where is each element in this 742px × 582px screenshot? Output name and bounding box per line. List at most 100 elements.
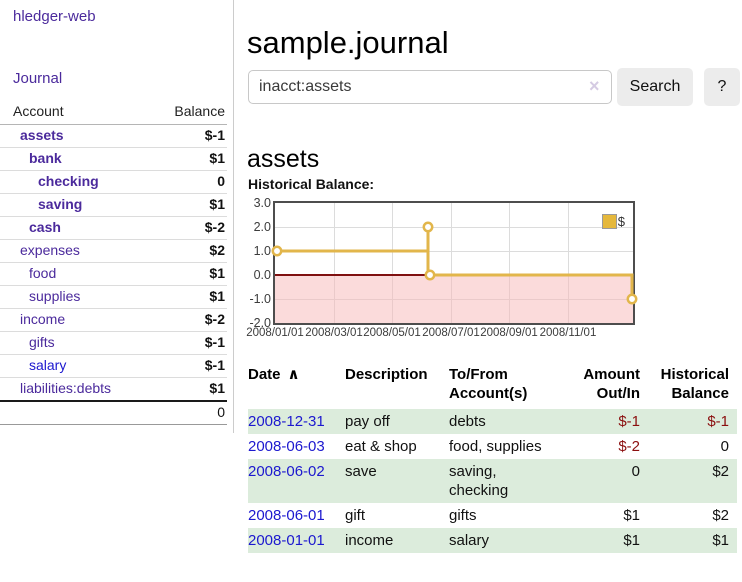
column-header-date[interactable]: Date ∧ [248,366,300,383]
account-balance: $-1 [113,331,227,355]
transaction-description: save [345,463,377,480]
gridline [334,203,335,323]
account-balance: $1 [113,262,227,286]
legend-swatch-icon [601,214,617,230]
data-point-marker [626,293,638,305]
register-row: 2008-06-01 gift gifts $1 $2 [248,503,737,528]
transaction-amount: $1 [623,532,640,549]
transaction-accounts: gifts [449,507,477,524]
legend-label: $ [617,214,625,230]
account-link-supplies[interactable]: supplies [29,288,81,304]
transaction-accounts: saving, checking [449,463,509,499]
account-link-bank[interactable]: bank [29,150,62,166]
negative-region-shading [275,275,633,323]
transaction-description: eat & shop [345,438,417,455]
account-row-assets: assets $-1 [0,124,227,148]
data-point-marker [424,269,436,281]
account-row-checking: checking 0 [0,170,227,194]
app-title-link[interactable]: hledger-web [13,8,96,25]
account-link-liabilities-debts[interactable]: liabilities:debts [20,380,112,396]
gridline [275,251,633,252]
help-button[interactable]: ? [704,68,740,106]
account-balance: $1 [113,193,227,217]
column-header-amount: Amount Out/In [583,366,640,402]
register-row: 2008-06-03 eat & shop food, supplies $-2… [248,434,737,459]
accounts-total-value: 0 [113,401,227,425]
account-balance: $-1 [113,124,227,148]
transaction-date-link[interactable]: 2008-06-03 [248,438,325,455]
account-link-checking[interactable]: checking [38,173,99,189]
account-balance: $-2 [113,308,227,332]
register-header-row: Date ∧ Description To/From Account(s) Amo… [248,361,737,409]
transaction-date-link[interactable]: 2008-12-31 [248,413,325,430]
account-link-cash[interactable]: cash [29,219,61,235]
transaction-amount: $-1 [618,413,640,430]
account-balance: $1 [113,147,227,171]
page-title: sample.journal [247,24,449,60]
y-tick-label: 1.0 [253,244,271,258]
y-tick-label: 2.0 [253,220,271,234]
account-row-expenses: expenses $2 [0,239,227,263]
x-tick-label: 2008/07/01 [422,327,480,339]
column-header-description: Description [345,366,428,383]
accounts-column-header: Account [0,100,114,125]
account-balance: $-1 [113,354,227,378]
transaction-date-link[interactable]: 2008-01-01 [248,532,325,549]
x-tick-label: 2008/11/01 [539,327,597,339]
account-heading: assets [247,144,320,173]
x-tick-label: 2008/03/01 [305,327,363,339]
y-tick-label: -2.0 [249,316,271,330]
transaction-description: pay off [345,413,390,430]
account-row-food: food $1 [0,262,227,286]
x-tick-label: 2008/05/01 [363,327,421,339]
account-link-gifts[interactable]: gifts [29,334,55,350]
accounts-table: Account Balance assets $-1 bank $1 check… [0,100,227,425]
transaction-amount: $-2 [618,438,640,455]
balance-step-line [271,221,638,305]
account-balance: $-2 [113,216,227,240]
transaction-balance: $2 [712,463,729,480]
transaction-date-link[interactable]: 2008-06-01 [248,507,325,524]
account-row-cash: cash $-2 [0,216,227,240]
column-header-balance: Historical Balance [660,366,729,402]
transaction-accounts: salary [449,532,490,549]
account-row-liabilities-debts: liabilities:debts $1 [0,377,227,402]
chart-title: Historical Balance: [248,176,375,192]
account-balance: $2 [113,239,227,263]
search-button[interactable]: Search [617,68,693,106]
account-balance: $1 [113,377,227,402]
account-row-salary: salary $-1 [0,354,227,378]
clear-search-icon[interactable]: × [589,76,600,96]
register-row: 2008-06-02 save saving, checking 0 $2 [248,459,737,503]
register-row: 2008-01-01 income salary $1 $1 [248,528,737,553]
transaction-accounts: food, supplies [449,438,542,455]
account-link-expenses[interactable]: expenses [20,242,80,258]
gridline [392,203,393,323]
account-link-saving[interactable]: saving [38,196,83,212]
y-tick-label: -1.0 [249,292,271,306]
account-balance: $1 [113,285,227,309]
x-tick-label: 2008/09/01 [480,327,538,339]
account-row-supplies: supplies $1 [0,285,227,309]
balance-column-header: Balance [113,100,227,125]
transaction-date-link[interactable]: 2008-06-02 [248,463,325,480]
sidebar-item-journal[interactable]: Journal [13,70,63,87]
transaction-balance: 0 [720,438,729,455]
transaction-amount: 0 [631,463,640,480]
x-tick-label: 2008/01/01 [246,327,304,339]
y-tick-label: 0.0 [253,268,271,282]
search-input[interactable] [248,70,612,104]
account-link-food[interactable]: food [29,265,57,281]
sort-ascending-icon: ∧ [287,366,300,383]
column-header-accounts: To/From Account(s) [449,366,528,402]
account-link-salary[interactable]: salary [29,357,67,373]
chart-plot-area: $ [271,203,638,323]
accounts-table-header: Account Balance [0,100,227,125]
account-link-assets[interactable]: assets [20,127,64,143]
register-table: Date ∧ Description To/From Account(s) Amo… [248,361,737,553]
gridline [568,203,569,323]
account-link-income[interactable]: income [20,311,66,327]
transaction-balance: $-1 [707,413,729,430]
data-point-marker [271,245,283,257]
sidebar: hledger-web Journal Account Balance asse… [0,0,234,433]
